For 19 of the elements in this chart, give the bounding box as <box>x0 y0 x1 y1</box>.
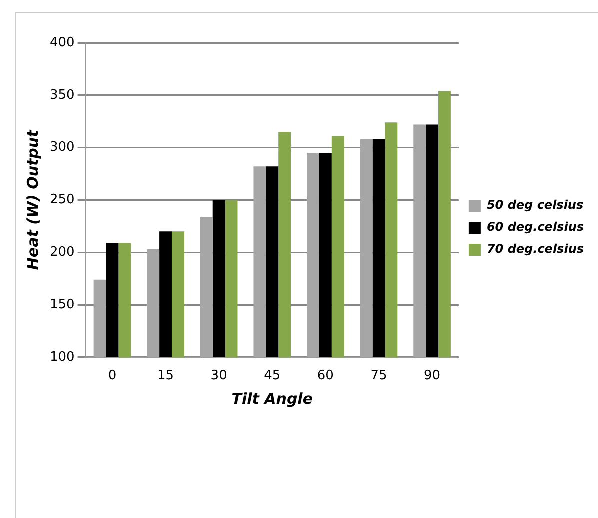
x-tick-label: 45 <box>264 368 281 384</box>
x-tick-label: 90 <box>424 368 441 384</box>
y-tick-label: 250 <box>50 192 75 208</box>
x-tick-label: 30 <box>210 368 228 384</box>
x-tick-label: 75 <box>370 368 388 384</box>
y-tick-label: 200 <box>50 244 75 260</box>
x-axis-title: Tilt Angle <box>232 390 313 408</box>
y-tick-label: 400 <box>50 35 75 50</box>
y-axis-title: Heat (W) Output <box>24 129 42 270</box>
y-tick-label: 350 <box>50 88 75 103</box>
legend-label: 70 deg.celsius <box>486 242 584 256</box>
y-tick-label: 100 <box>50 350 75 365</box>
x-tick-label: 0 <box>108 368 117 384</box>
x-tick-label: 60 <box>317 368 334 384</box>
legend-label: 60 deg.celsius <box>486 220 584 234</box>
x-tick-label: 15 <box>157 368 174 384</box>
y-tick-label: 300 <box>50 140 75 156</box>
y-tick-label: 150 <box>50 297 75 312</box>
legend-label: 50 deg celsius <box>486 198 584 212</box>
